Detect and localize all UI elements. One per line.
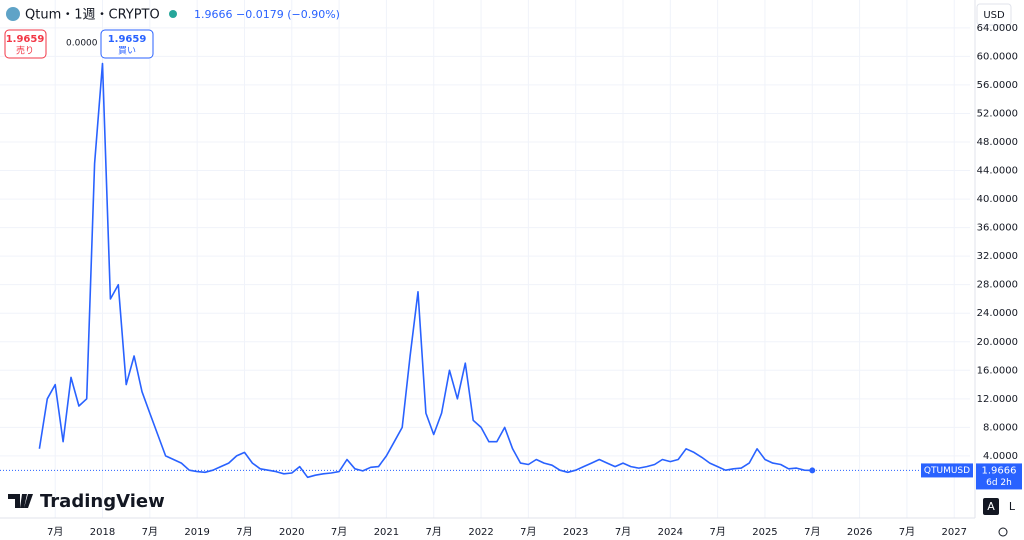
sell-label: 売り (16, 45, 34, 57)
y-tick-label: 52.0000 (977, 108, 1018, 119)
y-tick-label: 28.0000 (977, 280, 1018, 291)
y-tick-label: 40.0000 (977, 194, 1018, 205)
price-tag: QTUMUSD 1.9666 6d 2h (921, 463, 1022, 490)
x-tick-label: 7月 (47, 526, 63, 538)
x-tick-label: 7月 (899, 526, 915, 538)
price-tag-countdown: 6d 2h (986, 478, 1012, 488)
y-tick-label: 32.0000 (977, 251, 1018, 262)
brand-name: TradingView (40, 491, 165, 512)
price-line (38, 62, 813, 479)
header-price: 1.9666 (194, 8, 233, 21)
y-tick-label: 48.0000 (977, 137, 1018, 148)
y-tick-label: 8.0000 (983, 422, 1018, 433)
log-label[interactable]: L (1009, 500, 1016, 513)
x-tick-label: 2020 (279, 527, 304, 538)
x-tick-label: 2024 (658, 527, 683, 538)
x-tick-label: 7月 (709, 526, 725, 538)
header-change: −0.0179 (−0.90%) (236, 8, 340, 21)
auto-label: A (987, 500, 995, 513)
sell-button[interactable] (4, 29, 47, 59)
buy-label: 買い (118, 46, 136, 57)
y-tick-label: 44.0000 (977, 166, 1018, 177)
x-tick-label: 7月 (520, 526, 536, 538)
buy-price: 1.9659 (108, 34, 147, 45)
coin-icon (6, 7, 20, 21)
x-tick-label: 2026 (847, 527, 872, 538)
last-point (809, 467, 816, 474)
y-tick-label: 64.0000 (977, 23, 1018, 34)
y-tick-label: 4.0000 (983, 451, 1018, 462)
y-tick-label: 24.0000 (977, 308, 1018, 319)
x-tick-label: 7月 (331, 526, 347, 538)
price-tag-box (976, 463, 1022, 490)
y-tick-label: 20.0000 (977, 337, 1018, 348)
symbol-label: QTUMUSD (924, 466, 970, 476)
sell-price: 1.9659 (6, 34, 45, 45)
buy-button[interactable] (100, 29, 154, 59)
y-tick-label: 56.0000 (977, 80, 1018, 91)
x-tick-label: 2025 (752, 527, 777, 538)
currency: USD (983, 10, 1005, 21)
spread: 0.0000 (66, 39, 98, 49)
y-tick-label: 36.0000 (977, 223, 1018, 234)
brand-logo (8, 494, 33, 508)
symbol-tag (921, 463, 973, 478)
x-tick-label: 7月 (804, 526, 820, 538)
status-dot (169, 10, 177, 18)
grid (0, 0, 970, 518)
y-tick-label: 12.0000 (977, 394, 1018, 405)
settings-icon[interactable] (998, 527, 1008, 537)
x-tick-label: 7月 (142, 526, 158, 538)
x-tick-label: 2022 (468, 527, 493, 538)
x-tick-label: 2027 (942, 527, 967, 538)
x-tick-label: 2018 (90, 527, 115, 538)
plot (0, 62, 970, 479)
x-tick-label: 7月 (426, 526, 442, 538)
x-tick-label: 2021 (374, 527, 399, 538)
chart-title[interactable]: Qtum・1週・CRYPTO (25, 8, 160, 23)
x-tick-label: 7月 (615, 526, 631, 538)
y-tick-label: 60.0000 (977, 51, 1018, 62)
x-tick-label: 2019 (184, 527, 209, 538)
currency-button[interactable] (976, 3, 1012, 26)
x-tick-label: 7月 (236, 526, 252, 538)
price-tag-value: 1.9666 (982, 465, 1017, 476)
y-tick-label: 16.0000 (977, 365, 1018, 376)
x-tick-label: 2023 (563, 527, 588, 538)
auto-button[interactable] (983, 498, 999, 515)
